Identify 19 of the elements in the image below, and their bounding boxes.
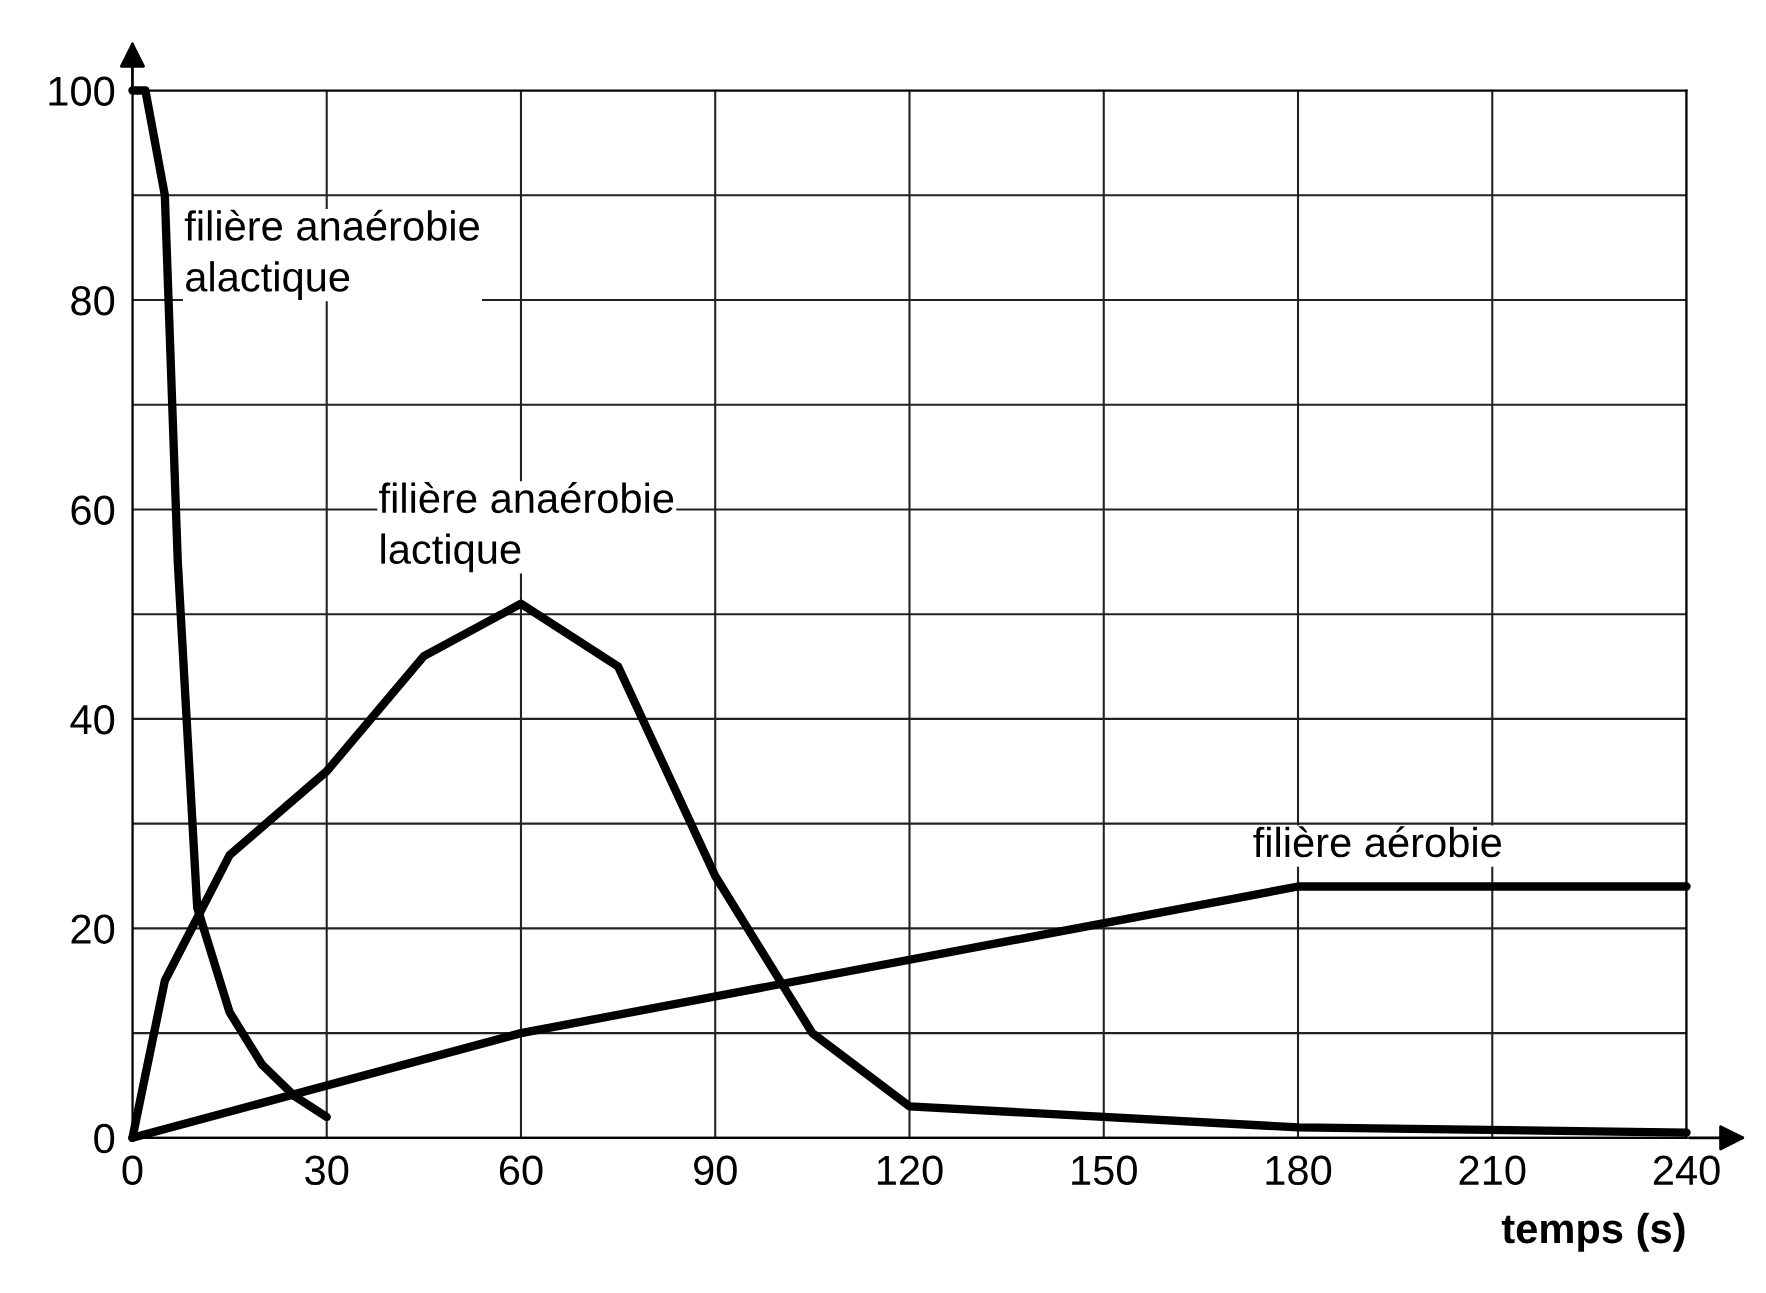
y-tick-label: 100 [49, 76, 115, 107]
y-tick-label: 20 [71, 914, 115, 944]
y-tick-label: 60 [71, 495, 115, 525]
x-axis-title: temps (s) [1501, 1212, 1685, 1252]
x-tick-label: 210 [1459, 1155, 1526, 1186]
x-tick-label: 150 [1072, 1155, 1137, 1186]
y-tick-label: 0 [94, 1123, 115, 1154]
x-tick-label: 30 [305, 1155, 349, 1186]
x-tick-label: 180 [1266, 1155, 1332, 1186]
x-tick-label: 120 [877, 1155, 943, 1186]
series-label: filière anaérobie alactique [184, 209, 479, 300]
y-tick-label: 40 [70, 704, 115, 735]
x-tick-label: 0 [122, 1155, 143, 1186]
x-tick-label: 60 [499, 1155, 543, 1186]
series-label: filière aérobie [1253, 826, 1501, 858]
y-tick-label: 80 [71, 285, 115, 316]
series-label: filière anaérobie lactique [379, 482, 674, 573]
x-tick-label: 240 [1653, 1155, 1720, 1186]
x-tick-label: 90 [694, 1155, 737, 1186]
